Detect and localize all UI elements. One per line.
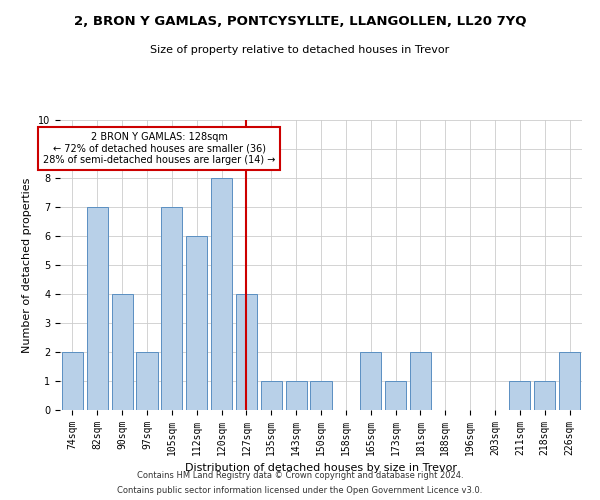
Bar [261, 381, 282, 410]
Bar [310, 381, 332, 410]
Bar [136, 352, 158, 410]
Bar [87, 207, 108, 410]
X-axis label: Distribution of detached houses by size in Trevor: Distribution of detached houses by size … [185, 464, 457, 473]
Text: Contains public sector information licensed under the Open Government Licence v3: Contains public sector information licen… [118, 486, 482, 495]
Bar [286, 381, 307, 410]
Bar [559, 352, 580, 410]
Bar [385, 381, 406, 410]
Text: Size of property relative to detached houses in Trevor: Size of property relative to detached ho… [151, 45, 449, 55]
Y-axis label: Number of detached properties: Number of detached properties [22, 178, 32, 352]
Bar [112, 294, 133, 410]
Bar [161, 207, 182, 410]
Text: Contains HM Land Registry data © Crown copyright and database right 2024.: Contains HM Land Registry data © Crown c… [137, 471, 463, 480]
Bar [534, 381, 555, 410]
Bar [410, 352, 431, 410]
Text: 2, BRON Y GAMLAS, PONTCYSYLLTE, LLANGOLLEN, LL20 7YQ: 2, BRON Y GAMLAS, PONTCYSYLLTE, LLANGOLL… [74, 15, 526, 28]
Bar [509, 381, 530, 410]
Bar [62, 352, 83, 410]
Bar [236, 294, 257, 410]
Bar [360, 352, 381, 410]
Bar [186, 236, 207, 410]
Text: 2 BRON Y GAMLAS: 128sqm
← 72% of detached houses are smaller (36)
28% of semi-de: 2 BRON Y GAMLAS: 128sqm ← 72% of detache… [43, 132, 275, 165]
Bar [211, 178, 232, 410]
